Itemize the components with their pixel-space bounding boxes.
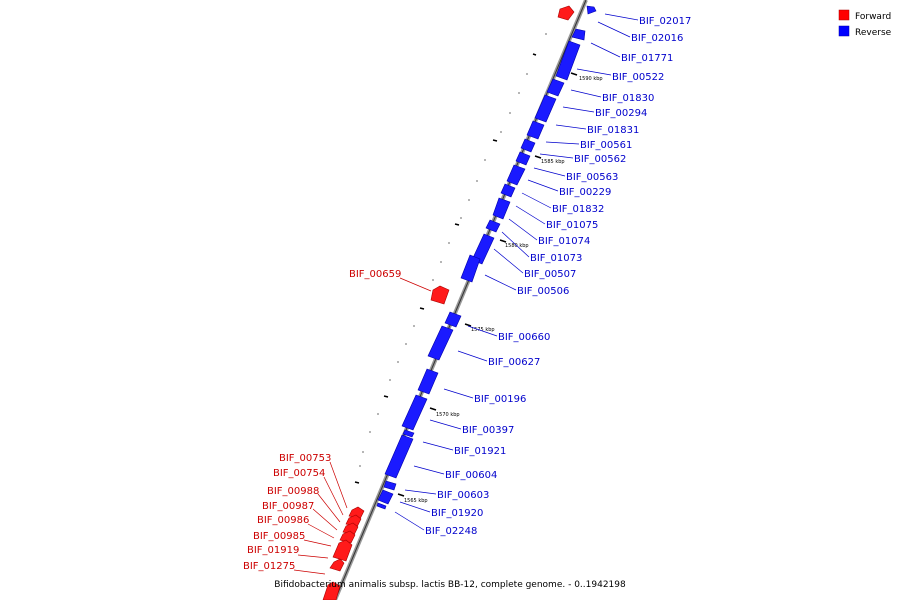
- gene-block-reverse[interactable]: [586, 5, 597, 15]
- gene-label-forward[interactable]: BIF_01275: [243, 561, 295, 572]
- gene-block-reverse[interactable]: [555, 40, 581, 81]
- legend-forward-swatch: [838, 9, 850, 21]
- gene-block-forward[interactable]: [342, 522, 359, 536]
- gene-block-forward[interactable]: [345, 514, 362, 528]
- gene-block-forward[interactable]: [322, 581, 341, 600]
- legend-forward-label: Forward: [855, 12, 891, 22]
- gene-block-reverse[interactable]: [383, 480, 397, 491]
- gene-label-forward[interactable]: BIF_00754: [273, 468, 325, 479]
- legend: Forward Reverse: [838, 9, 892, 38]
- reverse-gene-blocks: [376, 5, 597, 510]
- forward-leader-lines: [293, 277, 432, 575]
- gene-label-reverse[interactable]: BIF_00397: [462, 425, 514, 436]
- gene-label-forward[interactable]: BIF_01919: [247, 545, 299, 556]
- gene-block-reverse[interactable]: [401, 394, 428, 431]
- kbp-label: 1570 kbp: [436, 412, 460, 418]
- gene-block-reverse[interactable]: [377, 489, 394, 505]
- gene-block-reverse[interactable]: [520, 138, 536, 153]
- gene-block-reverse[interactable]: [384, 434, 414, 479]
- gene-block-reverse[interactable]: [460, 254, 481, 283]
- reverse-leader-lines: [394, 13, 639, 531]
- gene-label-reverse[interactable]: BIF_00562: [574, 154, 626, 165]
- gene-block-reverse[interactable]: [402, 429, 415, 438]
- gene-label-reverse[interactable]: BIF_00507: [524, 269, 576, 280]
- gene-block-reverse[interactable]: [534, 94, 557, 123]
- forward-gene-labels: BIF_00659 BIF_00753 BIF_00754 BIF_00988 …: [243, 269, 401, 572]
- gene-block-reverse[interactable]: [427, 325, 454, 361]
- genome-caption: Bifidobacterium animalis subsp. lactis B…: [274, 580, 626, 590]
- forward-gene-blocks: [322, 5, 575, 600]
- gene-label-forward[interactable]: BIF_00986: [257, 515, 309, 526]
- gene-label-reverse[interactable]: BIF_02016: [631, 33, 683, 44]
- gene-block-forward[interactable]: [329, 558, 345, 572]
- gene-label-reverse[interactable]: BIF_01075: [546, 220, 598, 231]
- gene-label-reverse[interactable]: BIF_00604: [445, 470, 497, 481]
- gene-label-reverse[interactable]: BIF_00196: [474, 394, 526, 405]
- reverse-gene-labels: BIF_02017 BIF_02016 BIF_01771 BIF_00522 …: [425, 16, 691, 537]
- kbp-label: 1565 kbp: [404, 498, 428, 504]
- gene-label-reverse[interactable]: BIF_00561: [580, 140, 632, 151]
- gene-block-reverse[interactable]: [526, 120, 545, 140]
- gene-label-reverse[interactable]: BIF_01771: [621, 53, 673, 64]
- gene-block-reverse[interactable]: [500, 183, 516, 198]
- backbone-ticks: [354, 33, 547, 484]
- gene-label-reverse[interactable]: BIF_01832: [552, 204, 604, 215]
- gene-label-reverse[interactable]: BIF_01830: [602, 93, 654, 104]
- gene-block-forward[interactable]: [430, 285, 450, 305]
- gene-block-reverse[interactable]: [485, 219, 501, 233]
- gene-block-reverse[interactable]: [506, 164, 526, 186]
- kbp-label: 1590 kbp: [579, 76, 603, 82]
- gene-label-reverse[interactable]: BIF_00506: [517, 286, 569, 297]
- gene-label-reverse[interactable]: BIF_01921: [454, 446, 506, 457]
- gene-block-reverse[interactable]: [471, 233, 495, 265]
- gene-block-forward[interactable]: [332, 539, 353, 562]
- gene-label-reverse[interactable]: BIF_01920: [431, 508, 483, 519]
- gene-block-reverse[interactable]: [444, 311, 462, 328]
- gene-label-forward[interactable]: BIF_00988: [267, 486, 319, 497]
- gene-block-reverse[interactable]: [571, 28, 586, 41]
- gene-block-reverse[interactable]: [546, 78, 565, 97]
- gene-label-reverse[interactable]: BIF_00603: [437, 490, 489, 501]
- gene-label-forward[interactable]: BIF_00753: [279, 453, 331, 464]
- gene-label-reverse[interactable]: BIF_00627: [488, 357, 540, 368]
- gene-block-forward[interactable]: [348, 506, 365, 520]
- gene-block-forward[interactable]: [557, 5, 575, 21]
- kbp-scale: 1590 kbp 1585 kbp 1580 kbp 1575 kbp 1570…: [397, 72, 603, 504]
- gene-label-reverse[interactable]: BIF_00563: [566, 172, 618, 183]
- gene-label-reverse[interactable]: BIF_01074: [538, 236, 590, 247]
- kbp-label: 1575 kbp: [471, 327, 495, 333]
- gene-block-reverse[interactable]: [492, 197, 511, 220]
- gene-label-reverse[interactable]: BIF_01831: [587, 125, 639, 136]
- gene-label-reverse[interactable]: BIF_00294: [595, 108, 647, 119]
- gene-label-forward[interactable]: BIF_00659: [349, 269, 401, 280]
- gene-block-reverse[interactable]: [515, 151, 531, 166]
- gene-label-reverse[interactable]: BIF_00522: [612, 72, 664, 83]
- gene-label-reverse[interactable]: BIF_02017: [639, 16, 691, 27]
- gene-label-reverse[interactable]: BIF_02248: [425, 526, 477, 537]
- gene-block-reverse[interactable]: [417, 368, 439, 395]
- gene-block-reverse[interactable]: [376, 502, 387, 510]
- gene-label-reverse[interactable]: BIF_00229: [559, 187, 611, 198]
- legend-reverse-swatch: [838, 25, 850, 37]
- gene-label-reverse[interactable]: BIF_00660: [498, 332, 550, 343]
- legend-reverse-label: Reverse: [855, 28, 892, 38]
- gene-label-forward[interactable]: BIF_00987: [262, 501, 314, 512]
- gene-block-forward[interactable]: [339, 530, 356, 544]
- gene-label-reverse[interactable]: BIF_01073: [530, 253, 582, 264]
- gene-label-forward[interactable]: BIF_00985: [253, 531, 305, 542]
- kbp-label: 1585 kbp: [541, 159, 565, 165]
